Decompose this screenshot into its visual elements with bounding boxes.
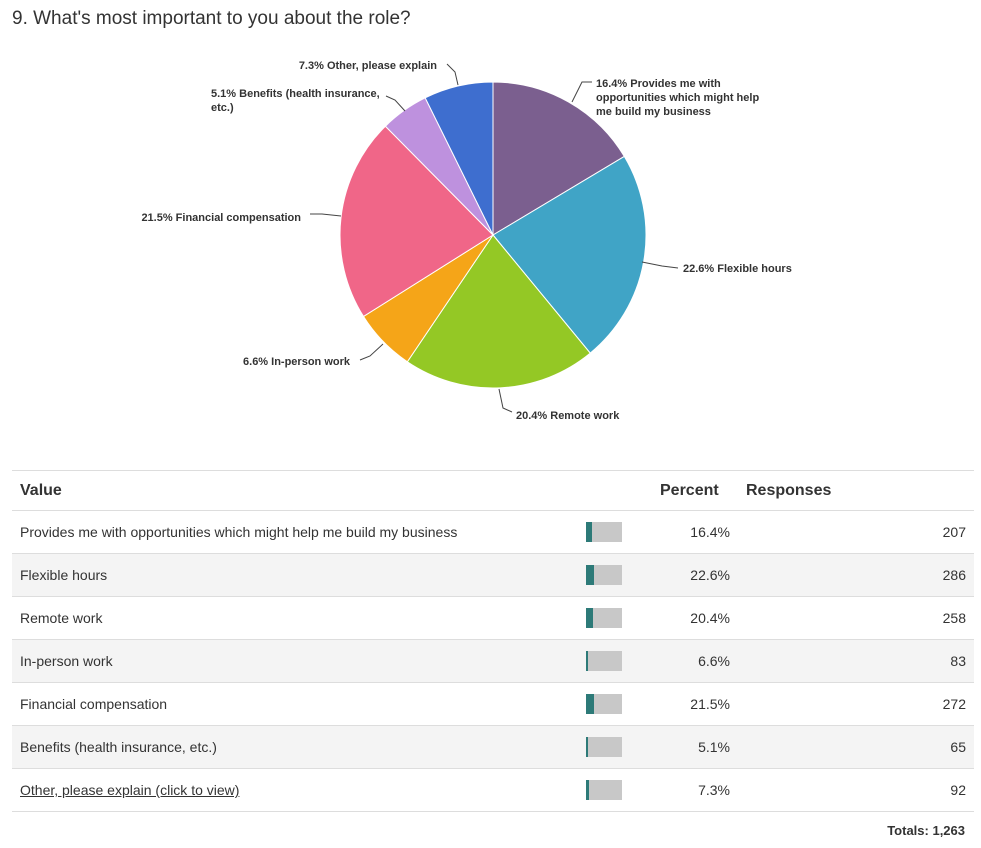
totals-label: Totals: 1,263 [887,823,965,838]
row-value-label: Flexible hours [20,567,108,583]
row-responses: 83 [738,639,974,683]
question-title: 9. What's most important to you about th… [12,8,411,29]
row-percent: 5.1% [652,725,738,769]
pie-slice-label: 22.6% Flexible hours [683,263,792,275]
other-responses-link[interactable]: Other, please explain (click to view) [20,782,240,798]
table-row: Financial compensation 21.5% 272 [12,682,974,726]
row-value-label: Remote work [20,610,103,626]
row-value-cell: Financial compensation [12,682,578,726]
row-responses: 65 [738,725,974,769]
pie-slice-label: 20.4% Remote work [516,410,620,422]
row-bar-cell [578,553,652,597]
pie-slice [492,155,647,354]
percent-bar-fill [586,565,594,585]
row-value-label: Benefits (health insurance, etc.) [20,739,217,755]
percent-bar-fill [586,694,594,714]
row-bar-cell [578,768,652,812]
header-percent: Percent [652,470,738,511]
pie-slice-label: 6.6% In-person work [243,356,351,368]
pie-slice-label: 7.3% Other, please explain [299,60,437,72]
row-bar-cell [578,725,652,769]
pie-slice-label-line: 7.3% Other, please explain [299,60,437,72]
table-row: Remote work 20.4% 258 [12,596,974,640]
pie-leader-line [385,95,406,112]
pie-slice-label-line: 16.4% Provides me with [596,78,721,90]
row-percent: 6.6% [652,639,738,683]
percent-bar-fill [586,608,593,628]
table-header-row: Value Percent Responses [12,470,974,511]
pie-chart: 16.4% Provides me with opportunities whic… [141,60,792,422]
percent-bar [586,522,622,542]
percent-bar-fill [586,522,592,542]
pie-leader-line [310,213,342,217]
pie-slice [339,125,494,318]
row-value-cell: Flexible hours [12,553,578,597]
row-value-label: Provides me with opportunities which mig… [20,524,458,540]
pie-slice-label-line: 20.4% Remote work [516,410,620,422]
row-percent: 21.5% [652,682,738,726]
pie-slice-label-line: 21.5% Financial compensation [141,212,301,224]
percent-bar [586,737,622,757]
percent-bar [586,565,622,585]
row-bar-cell [578,596,652,640]
percent-bar [586,608,622,628]
row-bar-cell [578,682,652,726]
row-responses: 207 [738,510,974,554]
row-bar-cell [578,510,652,554]
row-responses: 258 [738,596,974,640]
pie-slice-label: 5.1% Benefits (health insurance, etc.) [211,88,380,114]
pie-slice-label: 16.4% Provides me with opportunities whic… [596,78,759,118]
pie-slice-label-line: me build my business [596,106,711,118]
pie-slice-label-line: 5.1% Benefits (health insurance, [211,88,380,100]
header-value: Value [12,470,578,511]
percent-bar [586,651,622,671]
pie-leader-line [359,343,384,361]
pie-slice [424,81,494,236]
percent-bar-fill [586,737,588,757]
table-row: Provides me with opportunities which mig… [12,510,974,554]
row-percent: 20.4% [652,596,738,640]
percent-bar-fill [586,780,589,800]
table-row: Flexible hours 22.6% 286 [12,553,974,597]
row-value-cell: Provides me with opportunities which mig… [12,510,578,554]
row-value-cell: Remote work [12,596,578,640]
pie-slice-label-line: opportunities which might help [596,92,759,104]
table-row: Other, please explain (click to view) 7.3… [12,768,974,812]
pie-slice-label-line: etc.) [211,102,234,114]
percent-bar [586,694,622,714]
pie-slice [406,234,591,389]
row-value-label: Financial compensation [20,696,168,712]
percent-bar-fill [586,651,588,671]
row-bar-cell [578,639,652,683]
pie-slice [492,81,625,236]
header-bar-spacer [578,470,652,511]
pie-leader-line [498,388,513,413]
row-responses: 272 [738,682,974,726]
header-responses: Responses [738,470,974,511]
row-percent: 7.3% [652,768,738,812]
row-value-cell: In-person work [12,639,578,683]
row-value-cell: Other, please explain (click to view) [12,768,578,812]
table-row: In-person work 6.6% 83 [12,639,974,683]
row-percent: 16.4% [652,510,738,554]
row-responses: 286 [738,553,974,597]
pie-leader-line [446,63,459,86]
row-percent: 22.6% [652,553,738,597]
pie-slice-label-line: 6.6% In-person work [243,356,351,368]
row-value-cell: Benefits (health insurance, etc.) [12,725,578,769]
percent-bar [586,780,622,800]
pie-leader-line [571,81,592,103]
row-responses: 92 [738,768,974,812]
row-value-label: In-person work [20,653,113,669]
results-table: Value Percent Responses Provides me with… [12,470,974,812]
pie-leader-line [641,261,679,269]
table-row: Benefits (health insurance, etc.) 5.1% 65 [12,725,974,769]
pie-slice-label-line: 22.6% Flexible hours [683,263,792,275]
pie-slice-label: 21.5% Financial compensation [141,212,301,224]
